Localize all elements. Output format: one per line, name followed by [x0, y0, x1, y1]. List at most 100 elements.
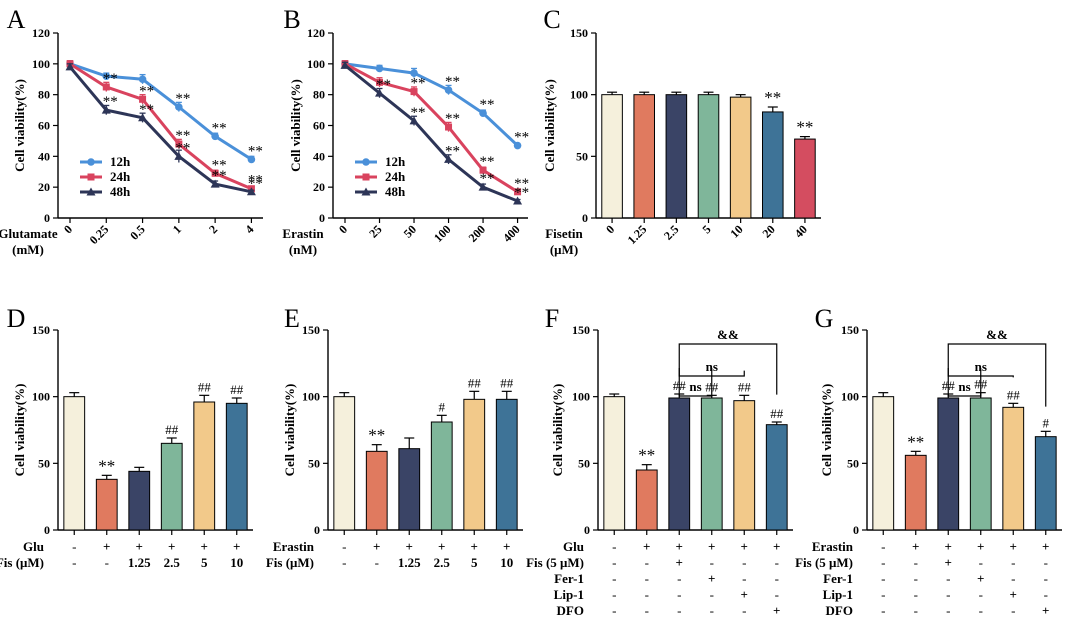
- bar: [193, 401, 216, 531]
- y-tick-label: 0: [582, 211, 588, 225]
- significance-label: **: [248, 173, 263, 189]
- series-line-48h: [68, 65, 252, 194]
- data-point: [102, 83, 110, 91]
- significance-label: ##: [468, 375, 482, 390]
- x-axis-label: Fisetin: [545, 226, 583, 241]
- legend-marker: [87, 158, 95, 166]
- significance-label: **: [514, 185, 529, 201]
- panel-letter: G: [815, 304, 834, 333]
- y-tick-label: 80: [313, 88, 325, 102]
- treatment-value: -: [775, 571, 779, 586]
- treatment-value: -: [881, 539, 885, 554]
- treatment-value: -: [979, 587, 983, 602]
- treatment-value: -: [1044, 571, 1048, 586]
- treatment-value: -: [1044, 555, 1048, 570]
- x-tick-label: 2: [206, 222, 220, 236]
- y-axis-label: Cell viability(%): [12, 79, 27, 172]
- y-tick-label: 50: [308, 456, 320, 470]
- treatment-label: Glu: [563, 539, 584, 554]
- treatment-value: -: [742, 571, 746, 586]
- treatment-value: 2.5: [164, 555, 181, 570]
- significance-label: **: [212, 120, 227, 136]
- treatment-value: +: [1042, 603, 1049, 617]
- bar: [95, 478, 118, 531]
- series-line-12h: [69, 62, 253, 161]
- x-axis-label: (μM): [550, 242, 578, 257]
- significance-label: **: [175, 91, 190, 107]
- y-tick-label: 150: [302, 323, 320, 337]
- bar: [160, 442, 183, 531]
- legend-marker: [87, 173, 95, 181]
- comparison-bracket: [678, 368, 745, 377]
- bar: [937, 397, 960, 531]
- treatment-value: -: [881, 555, 885, 570]
- data-point: [210, 179, 220, 188]
- bracket-label: ns: [958, 379, 970, 394]
- treatment-value: -: [946, 571, 950, 586]
- significance-label: **: [445, 111, 460, 127]
- data-point: [514, 188, 522, 196]
- bar: [601, 94, 623, 219]
- treatment-value: -: [914, 587, 918, 602]
- data-point: [211, 169, 219, 177]
- y-tick-label: 100: [302, 390, 320, 404]
- treatment-value: 5: [471, 555, 478, 570]
- treatment-value: -: [979, 555, 983, 570]
- treatment-value: +: [977, 571, 984, 586]
- bar: [762, 111, 784, 219]
- bracket-label: ns: [975, 359, 987, 374]
- treatment-value: +: [977, 539, 984, 554]
- data-point: [513, 141, 522, 150]
- data-point: [175, 140, 183, 148]
- treatment-value: -: [612, 539, 616, 554]
- legend-marker: [86, 187, 96, 196]
- bar: [495, 398, 518, 531]
- data-point: [175, 103, 183, 111]
- significance-label: **: [376, 77, 391, 93]
- panel-letter: D: [7, 304, 26, 333]
- x-tick-label: 50: [401, 222, 419, 240]
- x-tick-label: 40: [792, 222, 810, 240]
- data-point: [409, 116, 419, 125]
- x-tick-label: 200: [466, 222, 489, 245]
- treatment-value: 5: [201, 555, 208, 570]
- significance-label: **: [411, 76, 426, 92]
- treatment-value: -: [914, 555, 918, 570]
- treatment-value: -: [742, 603, 746, 617]
- bar: [969, 397, 992, 531]
- significance-label: **: [103, 71, 118, 87]
- bar: [700, 397, 723, 531]
- y-tick-label: 120: [307, 26, 325, 40]
- significance-label: **: [248, 176, 263, 192]
- legend-marker: [362, 158, 370, 166]
- data-point: [479, 166, 487, 174]
- treatment-value: -: [677, 603, 681, 617]
- treatment-label: DFO: [826, 603, 853, 617]
- y-axis-label: Cell viability(%): [542, 79, 557, 172]
- y-axis-label: Cell viability(%): [282, 384, 297, 477]
- significance-label: **: [907, 432, 924, 451]
- significance-label: **: [480, 171, 495, 187]
- x-tick-label: 0: [336, 222, 350, 236]
- x-tick-label: 2.5: [661, 222, 682, 243]
- data-point: [513, 196, 523, 205]
- bar: [1002, 406, 1025, 531]
- comparison-bracket: [678, 343, 778, 395]
- bar: [668, 397, 691, 531]
- treatment-value: +: [1010, 539, 1017, 554]
- significance-label: **: [139, 102, 154, 118]
- x-tick-label: 4: [242, 222, 256, 236]
- treatment-value: -: [645, 555, 649, 570]
- significance-label: **: [368, 426, 385, 445]
- bar: [430, 421, 453, 531]
- panel-letter: B: [283, 5, 300, 34]
- significance-label: **: [445, 143, 460, 159]
- treatment-value: +: [773, 603, 780, 617]
- y-axis-label: Cell viability(%): [288, 79, 303, 172]
- legend-marker: [362, 173, 370, 181]
- data-point: [375, 88, 385, 97]
- data-point: [138, 113, 148, 122]
- treatment-value: -: [914, 603, 918, 617]
